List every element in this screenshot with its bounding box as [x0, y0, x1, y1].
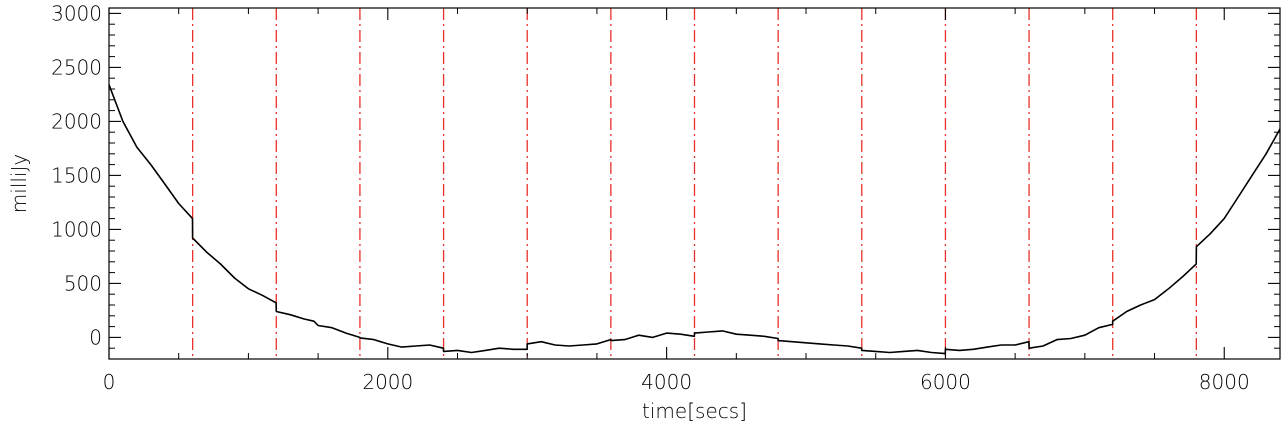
plot-frame [108, 7, 1281, 360]
x-tick-label-1: 2000 [362, 370, 413, 394]
y-tick-label-0: 0 [89, 325, 102, 349]
y-tick-label-5: 2500 [51, 55, 102, 79]
vertical-marker-lines [191, 8, 1198, 359]
y-tick-label-4: 2000 [51, 109, 102, 133]
y-tick-label-1: 500 [64, 271, 102, 295]
tick-labels: 0 2000 4000 6000 8000 0 500 1000 1500 2000 2500 300… [51, 1, 1250, 394]
x-tick-label-2: 4000 [641, 370, 692, 394]
x-tick-label-4: 8000 [1199, 370, 1250, 394]
x-axis-label: time[secs] [642, 399, 747, 423]
series-line-0 [108, 84, 1281, 355]
y-tick-label-2: 1000 [51, 217, 102, 241]
series-group [108, 84, 1281, 355]
x-tick-label-0: 0 [103, 370, 116, 394]
y-tick-label-6: 3000 [51, 1, 102, 25]
y-tick-label-3: 1500 [51, 163, 102, 187]
y-axis-label: milliJy [7, 154, 31, 213]
x-tick-label-3: 6000 [920, 370, 971, 394]
axis-ticks [108, 8, 1280, 359]
